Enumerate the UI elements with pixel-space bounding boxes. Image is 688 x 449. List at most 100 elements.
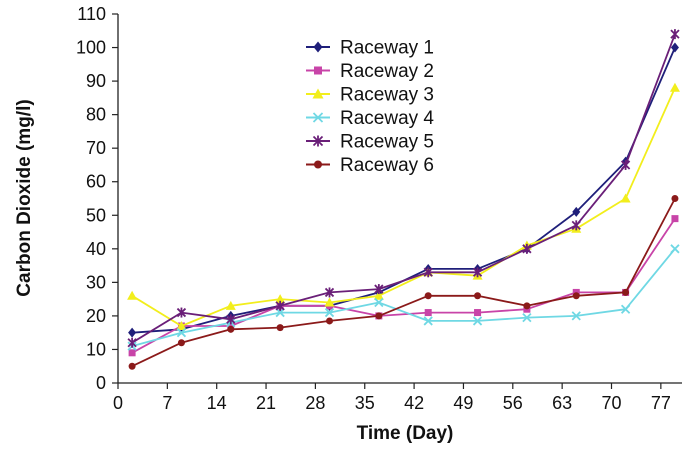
legend-swatch-marker bbox=[314, 66, 322, 75]
legend-swatch-marker bbox=[312, 88, 324, 99]
data-point bbox=[275, 294, 286, 304]
data-point-stroke bbox=[176, 328, 187, 338]
x-tick-label: 14 bbox=[207, 393, 227, 413]
legend-item: Raceway 4 bbox=[306, 108, 434, 129]
data-point bbox=[226, 314, 236, 325]
series-layer bbox=[127, 29, 680, 370]
data-point bbox=[670, 244, 680, 254]
data-point bbox=[424, 309, 432, 317]
series-6 bbox=[128, 195, 679, 370]
data-point bbox=[522, 243, 532, 254]
legend-label: Raceway 1 bbox=[340, 38, 434, 59]
data-point bbox=[275, 307, 285, 318]
data-point bbox=[177, 339, 185, 347]
data-point bbox=[374, 297, 384, 308]
axes: 0 10 20 30 40 50 60 70 80 90 100 110 0 7 14 21 28 35 42 49 5… bbox=[76, 4, 682, 413]
legend-swatch-marker-stroke bbox=[312, 112, 324, 123]
series-line bbox=[131, 87, 676, 327]
legend-swatch-marker bbox=[312, 112, 324, 123]
x-tick-label: 63 bbox=[552, 393, 572, 413]
data-point-stroke bbox=[275, 307, 285, 318]
data-point bbox=[128, 362, 136, 370]
data-point bbox=[373, 290, 384, 300]
series-line bbox=[131, 248, 676, 347]
data-point bbox=[671, 195, 679, 202]
series-line bbox=[131, 33, 676, 344]
legend-label: Raceway 5 bbox=[340, 132, 434, 153]
data-point bbox=[572, 292, 580, 300]
legend-item: Raceway 1 bbox=[306, 38, 434, 59]
y-tick-label: 40 bbox=[86, 239, 106, 259]
legend-label: Raceway 4 bbox=[340, 108, 434, 129]
legend-label: Raceway 6 bbox=[340, 155, 434, 176]
data-point bbox=[472, 267, 483, 278]
data-point bbox=[620, 304, 631, 314]
legend-swatch-marker bbox=[312, 135, 324, 147]
series-line bbox=[131, 218, 676, 354]
y-tick-label: 90 bbox=[86, 71, 106, 91]
y-tick-label: 10 bbox=[86, 339, 106, 359]
y-axis-title: Carbon Dioxide (mg/l) bbox=[14, 99, 35, 296]
data-point-stroke bbox=[670, 244, 680, 254]
data-point-stroke bbox=[522, 312, 532, 323]
y-tick-label: 50 bbox=[86, 205, 106, 225]
legend-label: Raceway 3 bbox=[340, 85, 434, 106]
data-point bbox=[423, 267, 433, 278]
data-point bbox=[176, 328, 187, 338]
y-tick-label: 0 bbox=[96, 373, 106, 393]
x-tick-label: 35 bbox=[355, 393, 375, 413]
data-point bbox=[523, 302, 531, 310]
data-point bbox=[571, 220, 581, 231]
legend-item: Raceway 3 bbox=[306, 85, 434, 106]
x-tick-label: 56 bbox=[503, 393, 523, 413]
data-point bbox=[374, 284, 384, 295]
data-point bbox=[620, 159, 631, 170]
data-point bbox=[324, 307, 335, 318]
legend-label: Raceway 2 bbox=[340, 61, 434, 82]
data-point bbox=[671, 215, 679, 223]
data-point bbox=[176, 307, 187, 318]
data-point bbox=[571, 311, 581, 321]
data-point bbox=[474, 292, 482, 300]
data-point bbox=[128, 349, 136, 357]
y-tick-label: 80 bbox=[86, 105, 106, 125]
x-tick-label: 0 bbox=[113, 393, 123, 413]
data-point bbox=[275, 300, 285, 311]
x-tick-label: 42 bbox=[404, 393, 424, 413]
data-point bbox=[276, 324, 284, 332]
data-point bbox=[225, 300, 236, 310]
y-tick-label: 100 bbox=[76, 38, 106, 58]
data-point bbox=[622, 288, 630, 296]
data-point bbox=[572, 206, 581, 217]
y-tick-label: 70 bbox=[86, 138, 106, 158]
data-point bbox=[326, 317, 333, 325]
data-point bbox=[127, 290, 138, 300]
data-point-stroke bbox=[374, 297, 384, 308]
x-tick-label: 21 bbox=[256, 393, 276, 413]
data-point-stroke bbox=[571, 311, 581, 321]
data-point bbox=[670, 42, 679, 53]
y-tick-label: 60 bbox=[86, 172, 106, 192]
x-tick-label: 7 bbox=[162, 393, 172, 413]
y-tick-label: 30 bbox=[86, 272, 106, 292]
x-tick-label: 49 bbox=[453, 393, 473, 413]
data-point bbox=[127, 337, 137, 348]
legend-item: Raceway 6 bbox=[306, 155, 434, 176]
data-point bbox=[474, 309, 482, 317]
data-point bbox=[128, 327, 137, 338]
x-tick-label: 70 bbox=[601, 393, 621, 413]
data-point bbox=[669, 82, 680, 92]
data-point bbox=[324, 287, 335, 298]
x-tick-label: 77 bbox=[651, 393, 671, 413]
legend-item: Raceway 5 bbox=[306, 132, 434, 153]
data-point bbox=[423, 316, 433, 326]
data-point bbox=[324, 297, 335, 307]
data-point bbox=[227, 325, 235, 333]
data-point bbox=[424, 292, 432, 300]
data-point-stroke bbox=[423, 316, 433, 326]
legend-swatch-marker bbox=[313, 41, 323, 53]
legend-swatch-marker bbox=[314, 160, 322, 169]
data-point bbox=[670, 29, 680, 40]
